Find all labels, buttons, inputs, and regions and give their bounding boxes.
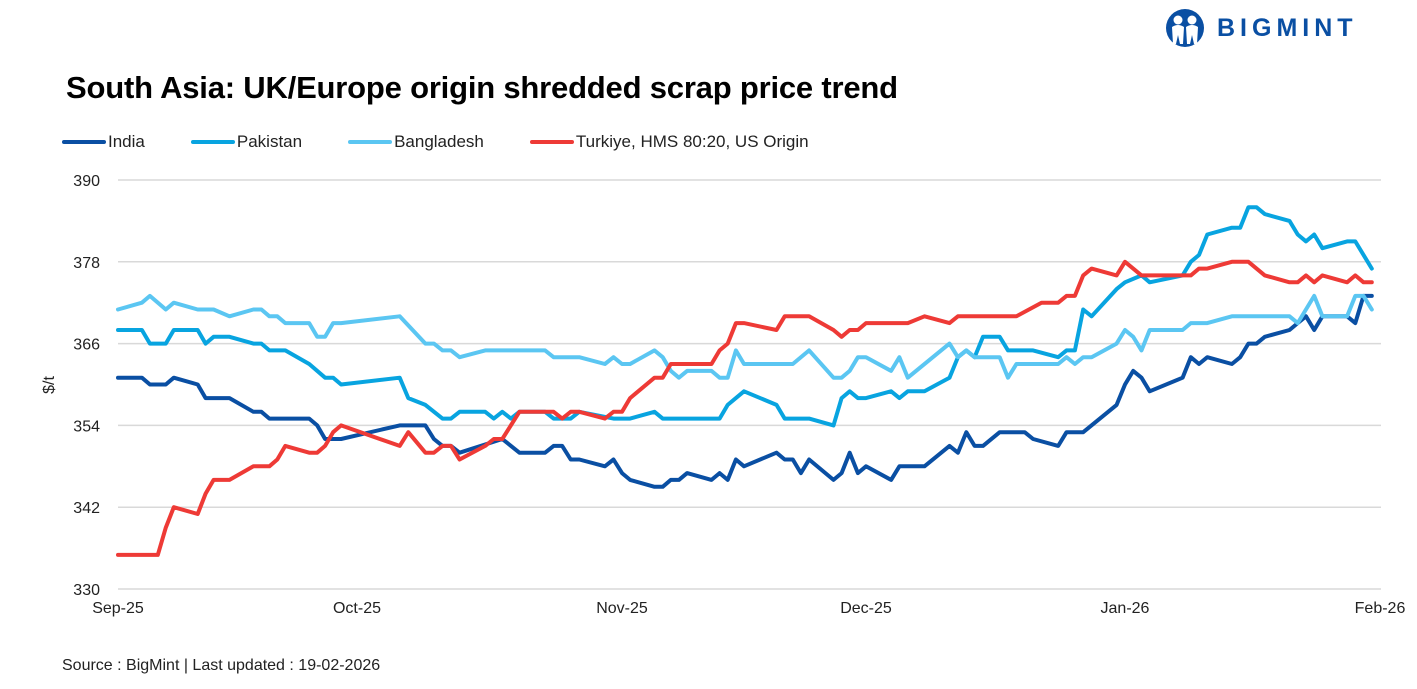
- series-line-bangladesh: [116, 293, 1374, 380]
- y-axis-label: $/t: [41, 376, 58, 394]
- y-tick-label: 354: [73, 418, 100, 435]
- legend-item-pakistan: Pakistan: [190, 132, 303, 152]
- series-line-pakistan: [116, 205, 1374, 428]
- y-tick-label: 342: [73, 500, 100, 517]
- bigmint-logo: BIGMINT: [1165, 8, 1358, 48]
- y-tick-label: 366: [73, 337, 100, 354]
- legend-swatch: [62, 140, 106, 144]
- legend: India Pakistan Bangladesh Turkiye, HMS 8…: [62, 132, 855, 152]
- legend-swatch: [348, 140, 393, 144]
- legend-item-turkiye: Turkiye, HMS 80:20, US Origin: [529, 132, 809, 152]
- y-tick-label: 390: [73, 173, 100, 190]
- legend-swatch: [190, 140, 235, 144]
- legend-label: Bangladesh: [394, 132, 484, 151]
- y-tick-label: 330: [73, 582, 100, 599]
- x-tick-label: Sep-25: [92, 600, 144, 617]
- x-tick-label: Feb-26: [1355, 600, 1406, 617]
- x-tick-label: Jan-26: [1101, 600, 1150, 617]
- logo-people-icon: [1166, 9, 1204, 47]
- legend-label: Pakistan: [236, 132, 303, 151]
- source-note: Source : BigMint | Last updated : 19-02-…: [62, 657, 381, 674]
- legend-item-india: India: [62, 132, 145, 152]
- series-line-india: [116, 293, 1374, 489]
- legend-label: India: [108, 132, 145, 151]
- x-axis-ticks: Sep-25 Oct-25 Nov-25 Dec-25 Jan-26 Feb-26: [92, 600, 1405, 617]
- logo-text: BIGMINT: [1217, 13, 1358, 42]
- series-line-turkiye: [116, 259, 1374, 557]
- x-tick-label: Nov-25: [596, 600, 648, 617]
- chart-title: South Asia: UK/Europe origin shredded sc…: [66, 70, 898, 105]
- series-lines: [116, 205, 1374, 557]
- legend-label: Turkiye, HMS 80:20, US Origin: [575, 132, 809, 151]
- x-tick-label: Dec-25: [840, 600, 892, 617]
- legend-swatch: [529, 140, 574, 144]
- y-axis-ticks: 330 342 354 366 378 390: [73, 173, 100, 599]
- x-tick-label: Oct-25: [333, 600, 381, 617]
- gridlines: [118, 179, 1381, 590]
- y-tick-label: 378: [73, 255, 100, 272]
- legend-item-bangladesh: Bangladesh: [348, 132, 484, 152]
